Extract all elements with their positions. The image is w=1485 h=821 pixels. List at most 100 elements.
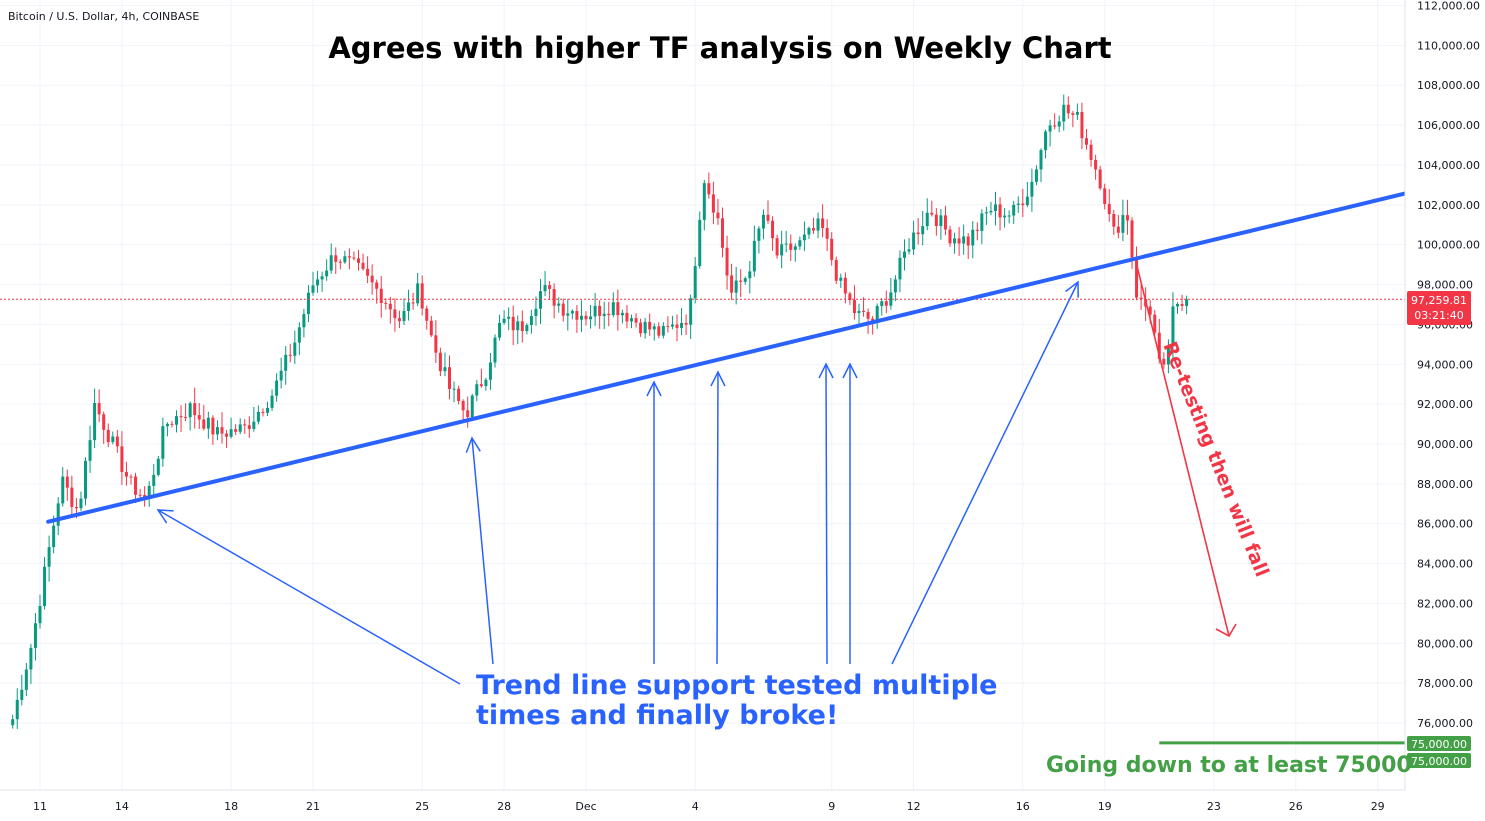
candle-body	[1039, 150, 1043, 170]
candle-body	[661, 325, 665, 336]
candle-body	[848, 293, 852, 301]
candle-body	[793, 246, 797, 250]
grid	[0, 0, 1405, 790]
candle-body	[893, 279, 897, 293]
target-badge-1: 75,000.00	[1411, 738, 1467, 751]
symbol-header: Bitcoin / U.S. Dollar, 4h, COINBASE	[8, 10, 199, 23]
candle-body	[56, 503, 60, 526]
candle-body	[306, 292, 310, 315]
candle-body	[807, 228, 811, 235]
candle-body	[1044, 131, 1048, 151]
candle-body	[907, 249, 911, 252]
candle-body	[966, 236, 970, 246]
candle-body	[702, 183, 706, 220]
candle-body	[880, 301, 884, 306]
candle-body	[261, 411, 265, 413]
candle-body	[184, 417, 188, 419]
candle-body	[943, 215, 947, 230]
candle-body	[320, 276, 324, 280]
candle-body	[425, 308, 429, 321]
candle-body	[925, 212, 929, 227]
candle-body	[288, 354, 292, 356]
price-axis[interactable]	[1404, 0, 1485, 790]
candle-body	[1112, 214, 1116, 227]
x-tick-label: 25	[415, 800, 429, 813]
candle-body	[1012, 204, 1016, 216]
candle-body	[302, 314, 306, 328]
candle-body	[124, 471, 128, 477]
candle-body	[357, 258, 360, 263]
candle-body	[475, 384, 479, 396]
x-tick-label: 29	[1371, 800, 1385, 813]
candle-body	[766, 214, 770, 221]
x-tick-label: 9	[828, 800, 835, 813]
candle-body	[1071, 113, 1075, 115]
candle-body	[1089, 144, 1093, 160]
x-tick-label: 14	[115, 800, 129, 813]
candle-body	[61, 476, 65, 504]
candle-body	[593, 305, 597, 317]
last-price-value: 97,259.81	[1411, 294, 1467, 307]
candle-body	[780, 244, 784, 256]
candle-body	[65, 476, 69, 488]
candle-body	[584, 315, 588, 320]
candle-body	[202, 419, 206, 429]
y-tick-label: 98,000.00	[1417, 279, 1473, 292]
candle-body	[670, 324, 674, 327]
candle-body	[115, 436, 119, 447]
candle-body	[1157, 332, 1161, 359]
candle-body	[179, 416, 183, 418]
candle-body	[416, 283, 420, 304]
x-tick-label: 26	[1289, 800, 1303, 813]
candle-body	[1130, 220, 1134, 258]
candle-body	[784, 243, 788, 245]
candle-body	[347, 256, 351, 258]
x-tick-label: Dec	[575, 800, 596, 813]
candle-body	[247, 425, 251, 429]
candle-body	[630, 318, 633, 322]
candle-body	[70, 487, 74, 507]
candle-body	[916, 232, 920, 235]
candle-body	[857, 310, 861, 314]
candle-body	[370, 275, 374, 283]
y-tick-labels: 76,000.00 78,000.00 80,000.00 82,000.00 84,0…	[1417, 0, 1480, 730]
candle-body	[79, 498, 83, 509]
y-tick-label: 78,000.00	[1417, 677, 1473, 690]
target-badge-2: 75,000.00	[1411, 755, 1467, 768]
candle-body	[1116, 226, 1120, 233]
candle-body	[725, 247, 729, 276]
candle-body	[20, 689, 24, 700]
candle-body	[1066, 104, 1070, 114]
candle-body	[152, 474, 156, 486]
retest-note: Re-testing then will fall	[1158, 339, 1273, 580]
candle-body	[957, 238, 961, 244]
candle-body	[948, 229, 952, 244]
candle-body	[934, 214, 938, 227]
candle-body	[1153, 314, 1157, 333]
candle-body	[912, 232, 916, 250]
x-tick-label: 4	[692, 800, 699, 813]
candle-body	[193, 403, 197, 416]
x-tick-label: 12	[907, 800, 921, 813]
candle-body	[215, 427, 219, 435]
candle-body	[775, 238, 779, 256]
candle-body	[552, 289, 556, 306]
candle-body	[611, 302, 615, 316]
candle-body	[375, 282, 379, 289]
candle-body	[1094, 159, 1098, 170]
candle-body	[748, 271, 752, 279]
support-arrow-head	[710, 370, 726, 387]
candle-body	[543, 285, 547, 292]
x-tick-label: 21	[306, 800, 320, 813]
candle-body	[975, 229, 979, 231]
candle-body	[270, 395, 274, 408]
candle-body	[411, 302, 415, 304]
time-axis[interactable]	[0, 789, 1485, 821]
candle-body	[156, 458, 160, 475]
candle-body	[752, 240, 756, 272]
trendline[interactable]	[46, 184, 1435, 524]
candle-body	[484, 379, 488, 387]
support-arrow-head	[156, 509, 174, 524]
candle-body	[225, 433, 229, 437]
y-tick-label: 110,000.00	[1417, 39, 1480, 52]
